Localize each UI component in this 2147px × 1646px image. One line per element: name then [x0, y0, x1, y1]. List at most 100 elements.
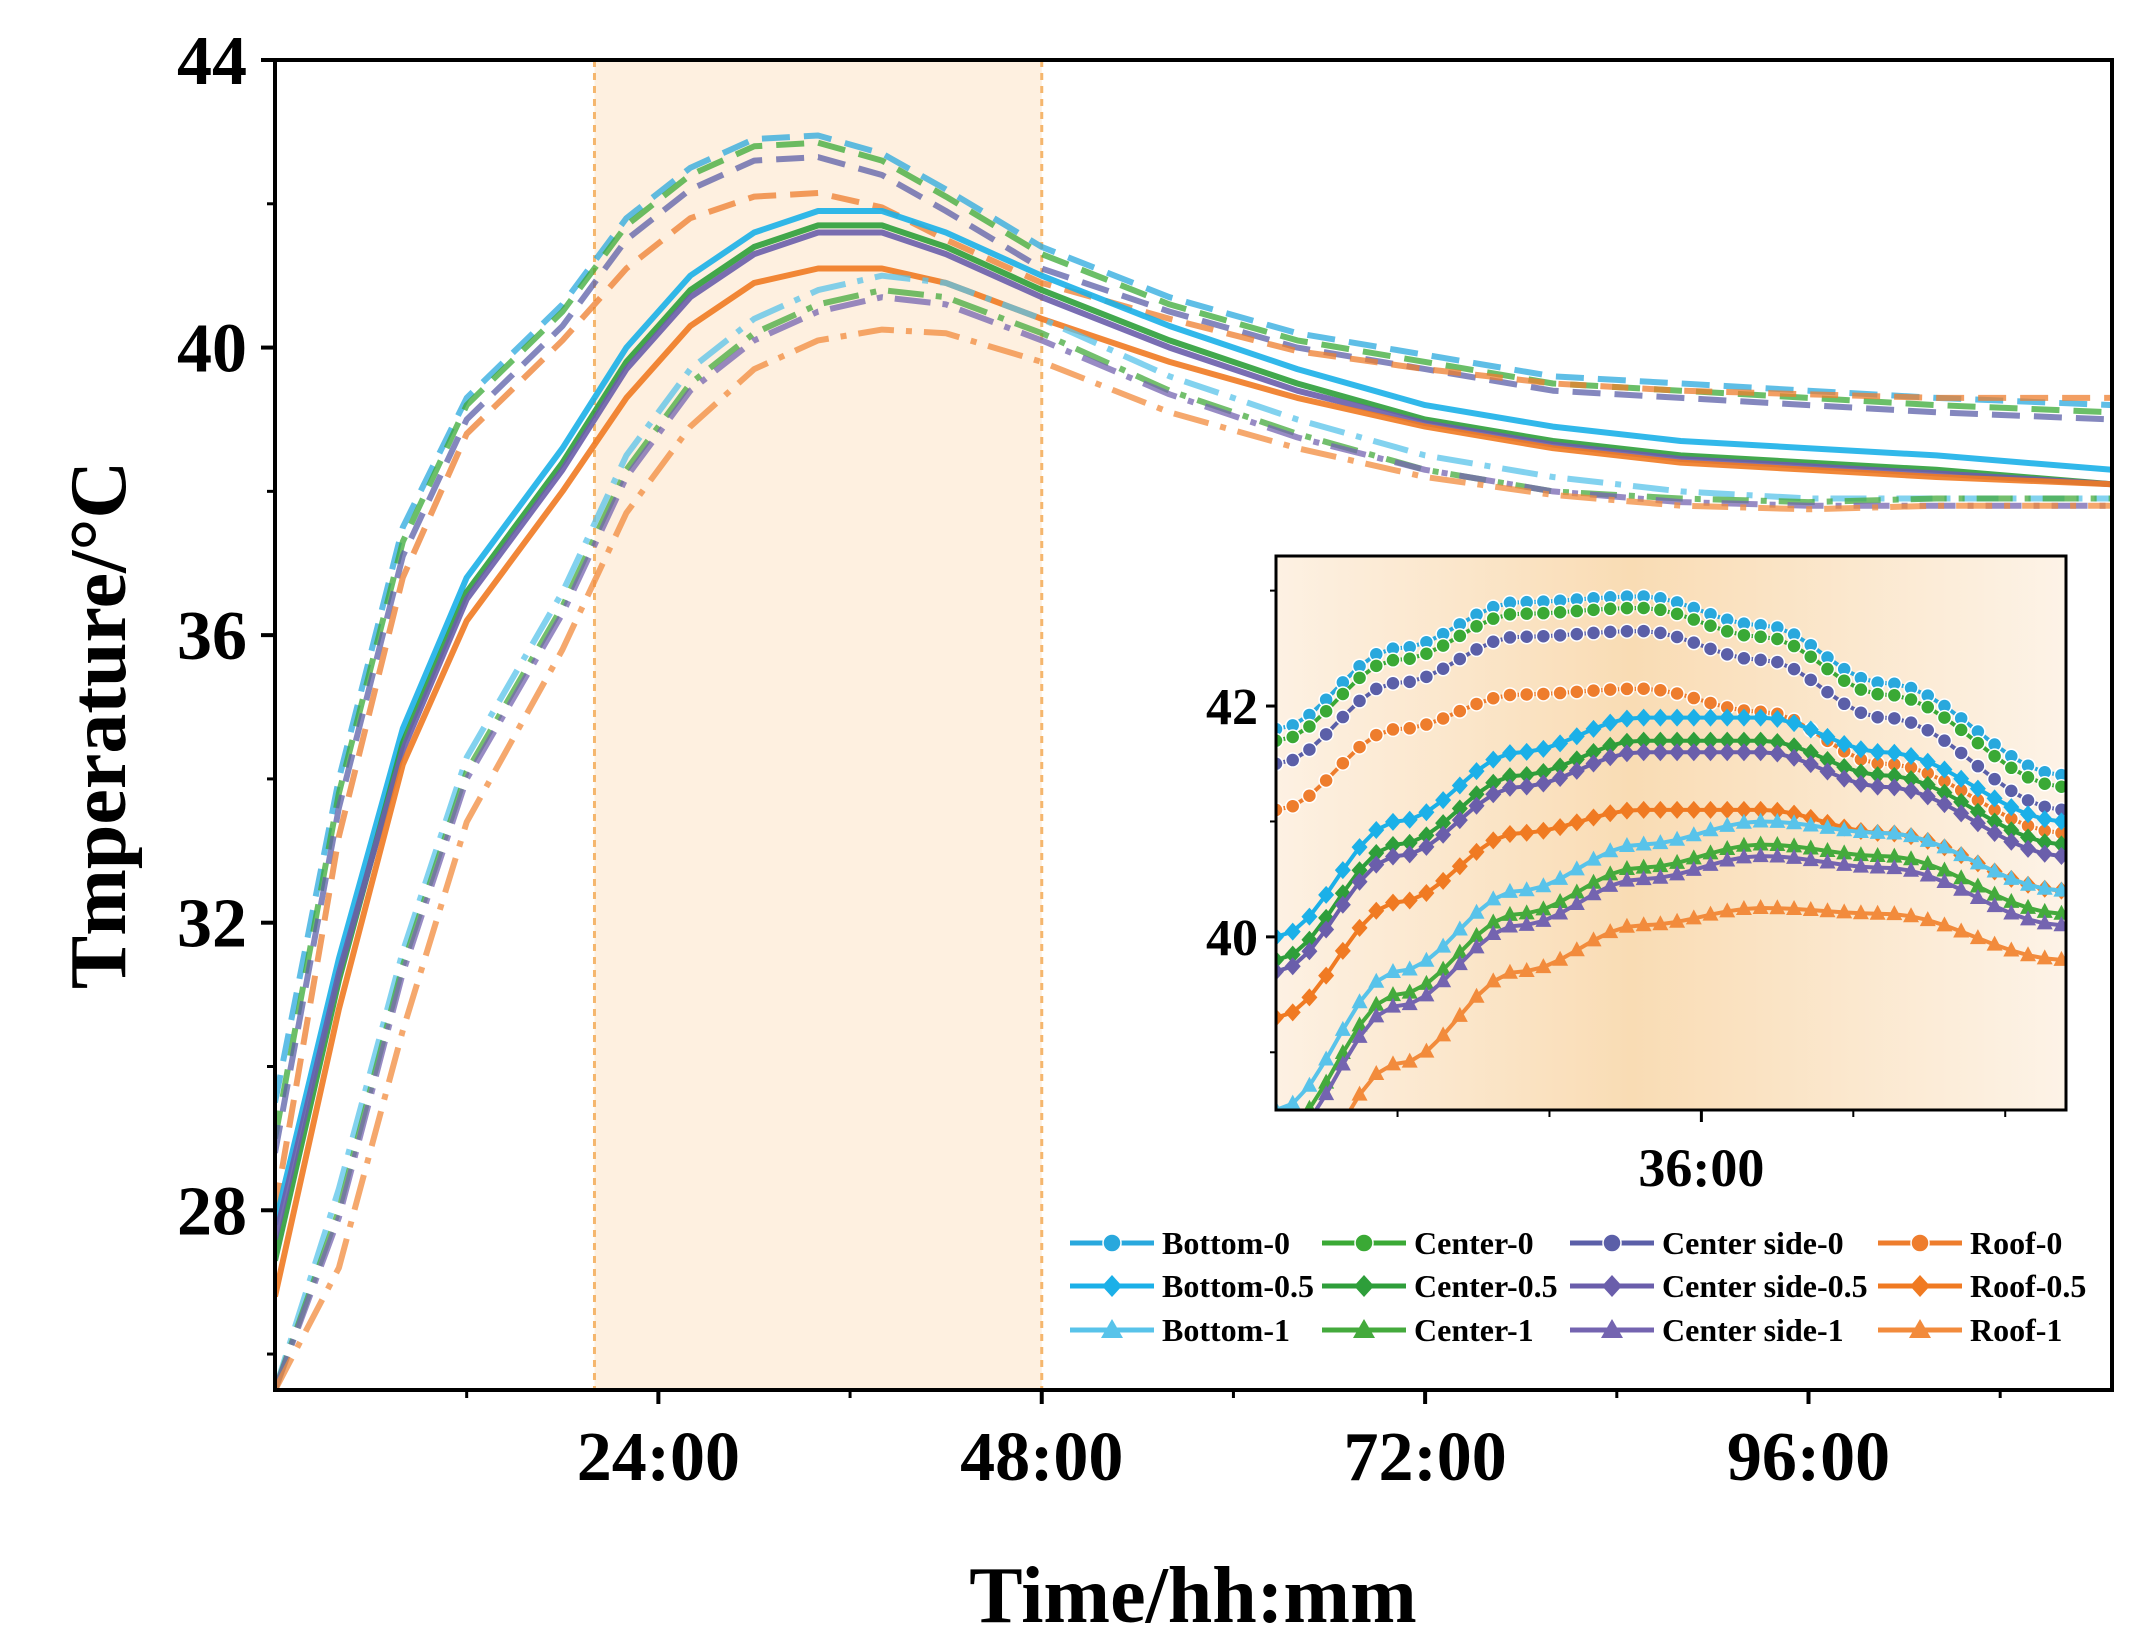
inset-marker	[1969, 854, 1986, 870]
inset-marker	[1652, 682, 1669, 698]
inset-marker	[1986, 862, 2003, 878]
inset-marker	[1401, 891, 1418, 910]
inset-marker	[1969, 802, 1986, 821]
inset-marker	[1301, 788, 1318, 804]
inset-marker	[1384, 812, 1401, 831]
inset-marker	[1334, 941, 1351, 960]
inset-marker	[1669, 865, 1686, 881]
inset-marker	[1535, 686, 1552, 702]
inset-marker	[2036, 914, 2053, 930]
inset-marker	[1953, 922, 1970, 938]
inset-marker	[1635, 743, 1652, 762]
inset-marker	[1284, 945, 1301, 964]
inset-marker	[1602, 842, 1619, 858]
legend-label: Bottom-1	[1162, 1312, 1290, 1348]
inset-marker	[1351, 838, 1368, 857]
legend-entry-center-side-0-5: Center side-0.5	[1570, 1268, 1868, 1304]
inset-marker	[1853, 704, 1869, 721]
inset-marker	[1869, 823, 1886, 839]
inset-marker	[1452, 628, 1468, 644]
inset-marker	[1970, 758, 1986, 774]
inset-marker	[1585, 742, 1602, 761]
inset-marker	[1786, 837, 1803, 853]
inset-marker	[1602, 624, 1618, 640]
x-tick-label: 24:00	[577, 1419, 740, 1496]
inset-marker	[1435, 637, 1451, 654]
inset-marker	[1819, 841, 1836, 857]
legend-label: Roof-1	[1970, 1312, 2062, 1348]
inset-marker	[1986, 771, 2003, 787]
inset-marker	[1435, 937, 1452, 953]
inset-marker	[1502, 629, 1518, 646]
inset-marker	[1685, 826, 1702, 842]
legend-entry-center-side-1: Center side-1	[1570, 1312, 1844, 1348]
inset-marker	[1618, 917, 1635, 933]
legend-marker	[1102, 1233, 1122, 1253]
inset-marker	[1318, 920, 1335, 939]
inset-marker	[1936, 873, 1953, 889]
legend-entry-roof-1: Roof-1	[1878, 1312, 2062, 1348]
inset-marker	[1685, 800, 1702, 819]
inset-marker	[2003, 821, 2020, 840]
inset-marker	[1334, 1055, 1351, 1071]
inset-marker	[1602, 736, 1619, 755]
inset-marker	[2020, 875, 2037, 891]
inset-marker	[1652, 708, 1669, 727]
inset-marker	[1719, 816, 1736, 832]
inset-marker	[1953, 722, 1969, 738]
inset-marker	[1501, 963, 1518, 979]
inset-marker	[1970, 735, 1986, 751]
y-axis-title: Tmperature/°C	[55, 461, 143, 989]
inset-marker	[1618, 801, 1635, 820]
inset-marker	[1384, 1055, 1401, 1071]
inset-marker	[1468, 938, 1485, 954]
inset-marker	[1385, 652, 1401, 668]
inset-marker	[1276, 721, 1284, 737]
inset-marker	[1585, 808, 1602, 827]
inset-marker	[1635, 870, 1652, 886]
inset-marker	[1869, 904, 1886, 920]
inset-marker	[1552, 734, 1569, 753]
inset-marker	[1919, 775, 1936, 794]
inset-marker	[2036, 844, 2053, 863]
inset-marker	[1276, 732, 1284, 749]
inset-marker	[1602, 923, 1619, 939]
inset-marker	[1301, 1076, 1318, 1092]
inset-marker	[1368, 972, 1385, 988]
inset-marker	[1953, 804, 1970, 823]
inset-marker	[1401, 983, 1418, 999]
inset-marker	[1368, 727, 1385, 743]
inset-marker	[1986, 824, 2003, 843]
inset-marker	[1702, 695, 1719, 711]
inset-marker	[1569, 684, 1585, 700]
inset-marker	[1452, 651, 1468, 667]
inset-marker	[1351, 872, 1368, 891]
x-tick-label: 48:00	[960, 1419, 1123, 1496]
inset-marker	[1652, 625, 1669, 641]
inset-marker	[1669, 853, 1686, 869]
inset-marker	[2020, 898, 2037, 914]
inset-marker	[1969, 877, 1986, 893]
inset-marker	[1769, 847, 1786, 863]
inset-marker	[2003, 783, 2020, 799]
legend-label: Roof-0	[1970, 1225, 2062, 1261]
inset-marker	[1401, 845, 1418, 864]
inset-marker	[1686, 611, 1702, 628]
inset-marker	[1669, 731, 1686, 750]
inset-marker	[1351, 1027, 1368, 1043]
legend-label: Center-0	[1414, 1225, 1534, 1261]
inset-marker	[1276, 962, 1284, 981]
inset-marker	[1886, 778, 1903, 797]
inset-marker	[1819, 727, 1836, 746]
inset-marker	[1736, 627, 1752, 643]
inset-marker	[1903, 907, 1920, 923]
legend-entry-center-0-5: Center-0.5	[1322, 1268, 1558, 1304]
inset-marker	[1852, 763, 1869, 782]
inset-marker	[1602, 601, 1618, 617]
inset-marker	[1401, 674, 1418, 690]
inset-marker	[1836, 844, 1853, 860]
inset-marker	[1669, 800, 1686, 819]
inset-marker	[1468, 796, 1485, 815]
inset-marker	[1351, 993, 1368, 1009]
inset-marker	[1451, 776, 1468, 795]
